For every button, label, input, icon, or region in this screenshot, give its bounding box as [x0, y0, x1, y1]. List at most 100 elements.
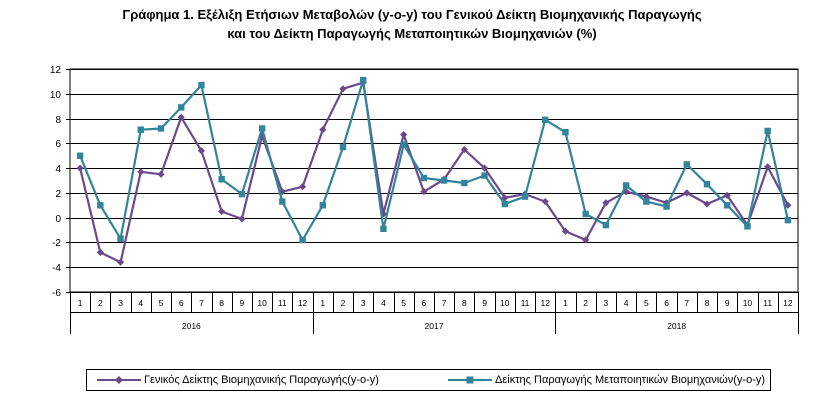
legend-swatch-general-index: [97, 376, 141, 384]
x-tick-label: 5: [644, 298, 649, 308]
chart-title: Γράφημα 1. Εξέλιξη Ετήσιων Μεταβολών (y-…: [122, 7, 702, 22]
data-point-general-index: [238, 215, 246, 223]
x-tick-label: 6: [664, 298, 669, 308]
x-tick-label: 10: [500, 298, 510, 308]
x-tick-label: 12: [298, 298, 308, 308]
data-point-manufacturing-index: [299, 236, 306, 244]
x-tick-label: 6: [422, 298, 427, 308]
chart-subtitle: και του Δείκτη Παραγωγής Μεταποιητικών Β…: [227, 26, 597, 41]
x-tick-label: 10: [257, 298, 267, 308]
data-point-manufacturing-index: [218, 176, 225, 183]
data-point-manufacturing-index: [97, 202, 104, 209]
data-point-general-index: [157, 170, 165, 178]
data-point-general-index: [339, 85, 347, 93]
data-point-manufacturing-index: [137, 126, 144, 133]
data-point-manufacturing-index: [198, 81, 205, 89]
x-tick-label: 12: [540, 298, 550, 308]
x-tick-label: 7: [199, 298, 204, 308]
y-tick-label: -4: [52, 263, 61, 274]
x-tick-label: 2: [98, 298, 103, 308]
data-point-manufacturing-index: [319, 202, 326, 209]
data-point-manufacturing-index: [157, 125, 165, 132]
y-tick-label: 0: [55, 214, 61, 225]
x-tick-label: 7: [684, 298, 689, 308]
data-point-general-index: [278, 188, 286, 196]
data-point-manufacturing-index: [643, 198, 650, 205]
legend-item-manufacturing-index: Δείκτης Παραγωγής Μεταποιητικών Βιομηχαν…: [448, 373, 765, 387]
y-tick-label: 10: [50, 90, 62, 101]
data-point-general-index: [137, 168, 145, 176]
x-tick-label: 3: [361, 298, 366, 308]
data-point-manufacturing-index: [764, 127, 771, 135]
legend-item-general-index: Γενικός Δείκτης Βιομηχανικής Παραγωγής(y…: [97, 373, 379, 387]
data-point-general-index: [784, 201, 792, 209]
data-point-manufacturing-index: [703, 181, 711, 188]
data-point-general-index: [116, 258, 125, 266]
data-point-general-index: [258, 132, 266, 140]
data-point-general-index: [723, 191, 731, 199]
x-tick-label: 12: [783, 298, 793, 308]
y-tick-label: 2: [55, 189, 61, 200]
legend-label-manufacturing-index: Δείκτης Παραγωγής Μεταποιητικών Βιομηχαν…: [495, 374, 766, 386]
y-tick-label: 6: [55, 139, 61, 150]
data-point-general-index: [298, 183, 307, 191]
chart-title-block: Γράφημα 1. Εξέλιξη Ετήσιων Μεταβολών (y-…: [0, 5, 824, 43]
data-point-general-index: [379, 210, 388, 218]
y-tick-label: 12: [50, 65, 62, 76]
x-tick-label: 11: [521, 298, 530, 308]
data-point-manufacturing-index: [258, 125, 266, 132]
data-point-manufacturing-index: [360, 76, 367, 84]
data-point-general-index: [177, 113, 185, 121]
x-tick-label: 2: [341, 298, 346, 308]
data-point-general-index: [400, 131, 408, 139]
x-year-label: 2017: [425, 321, 444, 331]
x-tick-label: 9: [240, 298, 245, 308]
y-tick-label: -6: [52, 288, 61, 299]
data-point-manufacturing-index: [420, 174, 428, 182]
x-tick-label: 1: [563, 298, 568, 308]
x-year-label: 2018: [667, 321, 686, 331]
data-point-general-index: [561, 227, 570, 235]
data-point-manufacturing-index: [744, 223, 751, 230]
data-point-manufacturing-index: [582, 210, 589, 218]
x-tick-label: 4: [381, 298, 386, 308]
data-point-general-index: [218, 207, 226, 216]
data-point-manufacturing-index: [622, 182, 630, 189]
x-tick-label: 8: [462, 298, 467, 308]
data-point-manufacturing-index: [380, 225, 387, 233]
x-tick-label: 4: [138, 298, 143, 308]
x-tick-label: 11: [763, 298, 772, 308]
x-tick-label: 2: [583, 298, 588, 308]
data-point-manufacturing-index: [663, 203, 670, 210]
data-point-general-index: [582, 236, 590, 244]
series-line-manufacturing-index: [79, 78, 789, 242]
data-point-manufacturing-index: [481, 172, 488, 179]
x-tick-label: 9: [482, 298, 487, 308]
x-tick-label: 4: [624, 298, 629, 308]
data-point-manufacturing-index: [542, 116, 549, 123]
y-tick-label: -2: [52, 238, 61, 249]
data-point-manufacturing-index: [178, 104, 185, 111]
data-point-manufacturing-index: [602, 221, 610, 229]
x-tick-label: 3: [118, 298, 123, 308]
data-point-manufacturing-index: [521, 193, 529, 200]
data-point-manufacturing-index: [562, 128, 569, 136]
data-point-general-index: [541, 197, 549, 206]
x-tick-label: 8: [705, 298, 710, 308]
data-point-general-index: [683, 189, 691, 197]
data-point-general-index: [319, 126, 327, 134]
x-year-label: 2016: [182, 321, 201, 331]
data-point-manufacturing-index: [784, 216, 792, 224]
data-point-general-index: [96, 248, 104, 256]
chart-legend: Γενικός Δείκτης Βιομηχανικής Παραγωγής(y…: [86, 369, 771, 391]
data-point-general-index: [420, 188, 428, 196]
x-tick-label: 8: [219, 298, 224, 308]
x-tick-label: 1: [78, 298, 83, 308]
data-point-general-index: [197, 147, 206, 155]
x-tick-label: 5: [159, 298, 164, 308]
data-point-manufacturing-index: [683, 161, 690, 168]
x-tick-label: 10: [743, 298, 753, 308]
data-point-general-index: [602, 199, 610, 207]
x-tick-label: 7: [442, 298, 447, 308]
